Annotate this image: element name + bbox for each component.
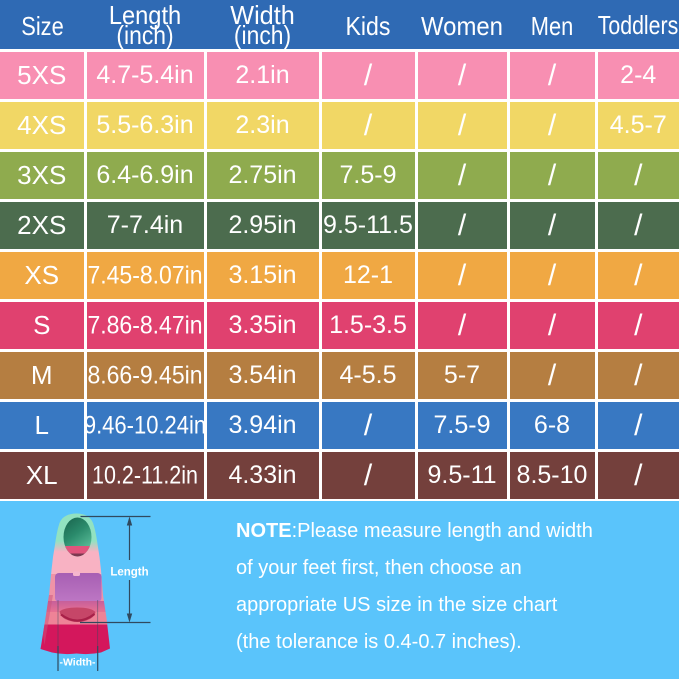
svg-text:-Width-: -Width-	[59, 657, 96, 669]
svg-text:Length: Length	[110, 567, 148, 579]
